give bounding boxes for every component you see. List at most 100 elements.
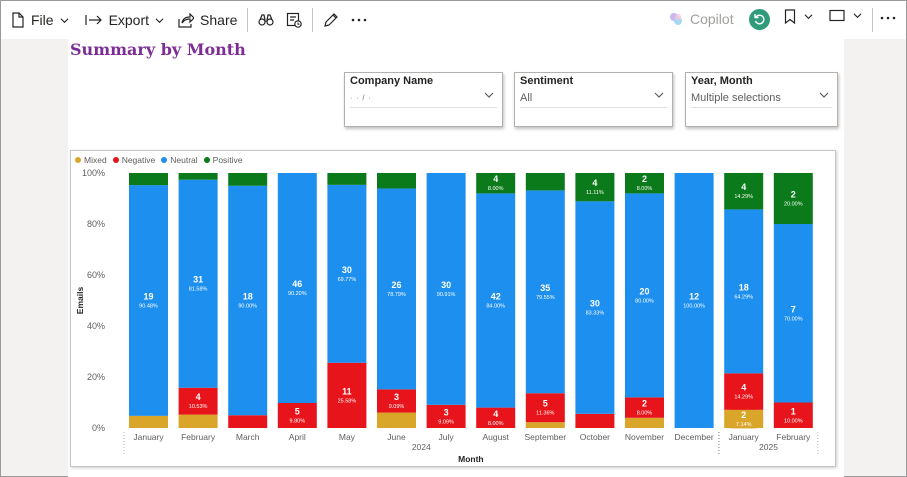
file-menu[interactable]: File (5, 5, 75, 35)
bar-segment-mixed[interactable] (377, 412, 416, 428)
bar-segment-positive[interactable] (377, 173, 416, 189)
y-tick-label: 0% (92, 423, 105, 433)
legend-item-neutral[interactable]: Neutral (161, 155, 198, 165)
file-icon (12, 12, 24, 28)
bar-segment-mixed[interactable] (625, 417, 664, 428)
toolbar-divider (247, 8, 249, 32)
more-options-button[interactable] (345, 5, 373, 35)
bar-segment-positive[interactable] (228, 173, 268, 186)
x-tick-label: January (133, 432, 164, 442)
export-menu[interactable]: Export (79, 5, 170, 35)
data-label-count: 46 (292, 279, 302, 289)
more-horizontal-icon (352, 18, 367, 22)
data-label-count: 20 (639, 286, 649, 296)
copilot-button[interactable]: Copilot (668, 4, 734, 34)
data-label-percent: 70.00% (784, 316, 803, 322)
bar-segment-negative[interactable] (228, 415, 268, 428)
x-tick-label: October (580, 432, 610, 442)
x-tick-label: March (236, 432, 260, 442)
data-label-background (234, 291, 262, 310)
data-label-percent: 7.14% (736, 422, 752, 428)
bar-segment-mixed[interactable] (525, 422, 565, 428)
bar-segment-mixed[interactable] (178, 414, 218, 428)
x-tick-label: April (289, 432, 306, 442)
bar-segment-mixed[interactable] (129, 415, 168, 428)
bookmark-menu[interactable] (784, 9, 813, 24)
data-label-background (283, 406, 311, 426)
x-tick-label: December (674, 432, 713, 442)
reset-icon (754, 14, 765, 25)
data-label-count: 18 (739, 282, 749, 292)
chevron-down-icon[interactable] (484, 90, 494, 100)
slicer-value: All (520, 92, 533, 104)
x-tick-label: August (482, 432, 509, 442)
more-options-right-button[interactable] (880, 8, 896, 32)
data-label-background (482, 291, 510, 310)
data-label-background (730, 409, 758, 429)
data-label-percent: 9.09% (438, 419, 454, 425)
legend-dot (112, 157, 119, 163)
slicer-underline (350, 107, 497, 108)
stacked-bar-chart-visual[interactable]: Mixed Negative Neutral Positive 0% 20% 40% 60%… (70, 150, 836, 467)
legend-dot (75, 157, 81, 163)
edit-button[interactable] (317, 5, 345, 35)
data-label-background (531, 398, 559, 418)
reset-button[interactable] (749, 9, 770, 30)
data-label-percent: 25.58% (338, 398, 357, 404)
data-label-background (333, 385, 361, 405)
legend-item-negative[interactable]: Negative (112, 155, 155, 165)
legend-item-mixed[interactable]: Mixed (75, 155, 107, 165)
x-tick-label: November (625, 432, 664, 442)
bar-segment-negative[interactable] (575, 413, 615, 428)
copilot-icon (670, 13, 682, 25)
x-tick-label: January (729, 432, 760, 442)
view-menu[interactable] (829, 9, 862, 22)
data-label-background (779, 405, 807, 425)
toolbar-divider (872, 8, 873, 32)
chevron-down-icon (804, 14, 813, 20)
data-label-count: 2 (642, 174, 647, 184)
x-tick-label: May (339, 432, 356, 442)
data-label-count: 30 (441, 280, 451, 290)
data-label-percent: 100.00% (683, 304, 705, 310)
data-label-percent: 83.33% (586, 311, 605, 317)
find-button[interactable] (252, 5, 280, 35)
bar-segment-positive[interactable] (327, 173, 367, 185)
bookmark-icon (784, 9, 796, 24)
chevron-down-icon[interactable] (654, 90, 664, 100)
slicer-sentiment[interactable]: Sentiment All (514, 72, 673, 127)
bar-segment-positive[interactable] (525, 173, 565, 191)
bar-segment-positive[interactable] (129, 173, 168, 186)
data-label-count: 2 (642, 399, 647, 409)
view-window-icon (829, 9, 845, 22)
data-label-count: 31 (193, 275, 203, 285)
legend-item-positive[interactable]: Positive (203, 155, 242, 165)
data-label-percent: 84.00% (486, 304, 505, 310)
data-label-percent: 79.55% (536, 295, 555, 301)
data-label-background (333, 264, 361, 284)
share-button[interactable]: Share (172, 5, 243, 35)
subscribe-button[interactable] (280, 5, 308, 35)
legend-dot (161, 157, 168, 163)
chart-svg: 0% 20% 40% 60% 80% 100% Emails 19 90.48% January 4… (75, 168, 819, 464)
x-tick-label: February (181, 432, 216, 442)
data-label-count: 7 (791, 304, 796, 314)
data-label-percent: 10.53% (189, 404, 208, 410)
data-label-background (631, 285, 658, 305)
data-label-percent: 69.77% (338, 277, 357, 283)
y-tick-label: 40% (87, 321, 105, 331)
slicer-year-month[interactable]: Year, Month Multiple selections (685, 72, 838, 127)
x-tick-label: September (525, 432, 567, 442)
data-label-percent: 20.00% (784, 202, 803, 208)
x-tick-label: June (387, 432, 406, 442)
data-label-percent: 14.29% (734, 395, 753, 401)
chevron-down-icon (155, 17, 164, 23)
slicer-value: Multiple selections (691, 92, 781, 104)
file-label: File (31, 12, 54, 28)
data-label-percent: 9.09% (389, 404, 405, 410)
data-label-percent: 8.00% (637, 411, 653, 417)
chevron-down-icon[interactable] (819, 90, 829, 100)
slicer-company-name[interactable]: Company Name · · / · (344, 72, 503, 127)
bar-segment-positive[interactable] (178, 173, 218, 180)
data-label-background (631, 173, 658, 193)
